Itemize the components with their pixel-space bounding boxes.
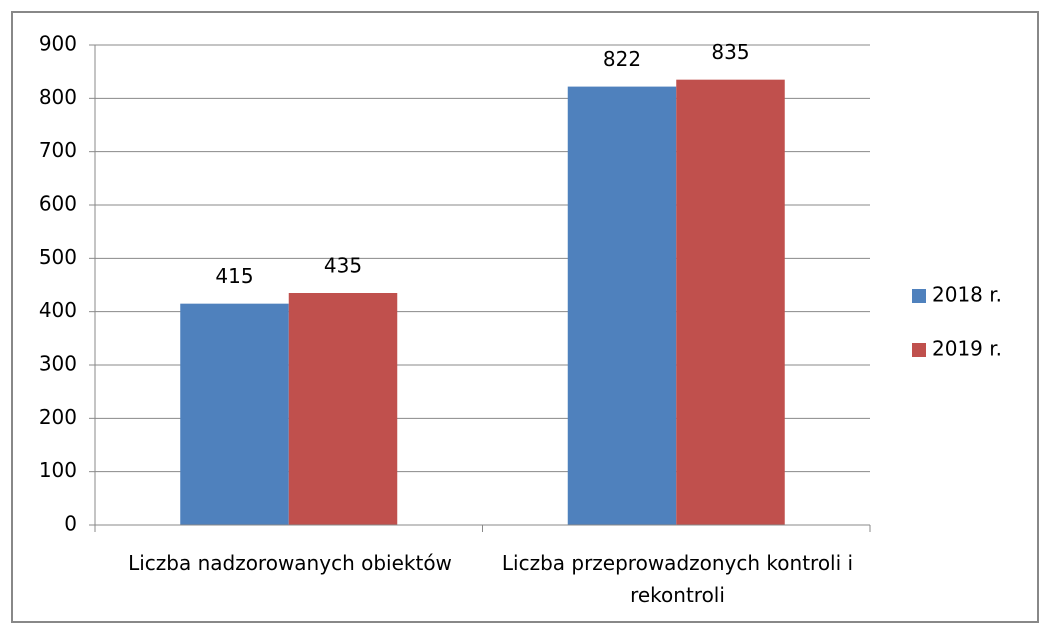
y-tick-label: 300 [39,352,77,376]
y-tick-label: 100 [39,458,77,482]
y-tick-label: 700 [39,138,77,162]
chart-frame [11,11,1039,623]
bar [676,79,785,526]
y-tick-label: 400 [39,298,77,322]
legend-swatch [912,343,926,357]
legend-label: 2018 r. [932,283,1002,307]
y-tick-label: 0 [64,512,77,536]
value-label: 835 [711,40,749,64]
y-tick-label: 800 [39,85,77,109]
legend-label: 2019 r. [932,337,1002,361]
bar [180,303,289,525]
value-label: 822 [603,47,641,71]
y-tick-label: 600 [39,192,77,216]
x-tick-label: Liczba nadzorowanych obiektów [128,551,452,575]
value-label: 435 [324,254,362,278]
y-tick-label: 200 [39,405,77,429]
x-tick-label: Liczba przeprowadzonych kontroli i rekon… [501,551,854,607]
legend-swatch [912,289,926,303]
y-tick-label: 900 [39,32,77,56]
value-label: 415 [215,264,253,288]
bar [288,293,398,525]
y-tick-label: 500 [39,245,77,269]
bar [567,86,677,525]
